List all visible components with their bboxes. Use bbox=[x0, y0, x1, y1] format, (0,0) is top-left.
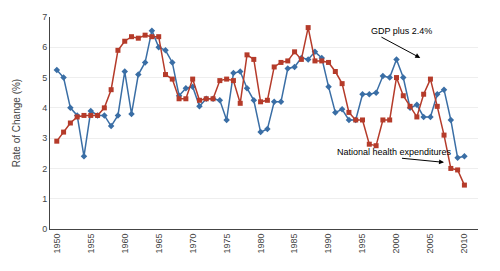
svg-text:1950: 1950 bbox=[52, 234, 62, 254]
svg-text:2: 2 bbox=[42, 164, 47, 174]
svg-text:6: 6 bbox=[42, 42, 47, 52]
svg-text:7: 7 bbox=[42, 12, 47, 22]
svg-text:1955: 1955 bbox=[86, 234, 96, 254]
svg-text:1990: 1990 bbox=[323, 234, 333, 254]
svg-text:1995: 1995 bbox=[357, 234, 367, 254]
svg-text:1965: 1965 bbox=[154, 234, 164, 254]
svg-text:GDP plus 2.4%: GDP plus 2.4% bbox=[371, 26, 432, 36]
svg-text:National health expenditures: National health expenditures bbox=[337, 147, 452, 157]
svg-text:1980: 1980 bbox=[256, 234, 266, 254]
svg-text:4: 4 bbox=[42, 103, 47, 113]
svg-text:5: 5 bbox=[42, 73, 47, 83]
svg-text:1975: 1975 bbox=[222, 234, 232, 254]
svg-text:2005: 2005 bbox=[425, 234, 435, 254]
svg-text:0: 0 bbox=[42, 224, 47, 234]
svg-text:1985: 1985 bbox=[289, 234, 299, 254]
svg-text:Rate of Change (%): Rate of Change (%) bbox=[11, 79, 22, 167]
svg-text:1960: 1960 bbox=[120, 234, 130, 254]
svg-text:1970: 1970 bbox=[188, 234, 198, 254]
svg-text:1: 1 bbox=[42, 194, 47, 204]
svg-text:2000: 2000 bbox=[391, 234, 401, 254]
svg-text:2010: 2010 bbox=[459, 234, 469, 254]
svg-text:3: 3 bbox=[42, 133, 47, 143]
